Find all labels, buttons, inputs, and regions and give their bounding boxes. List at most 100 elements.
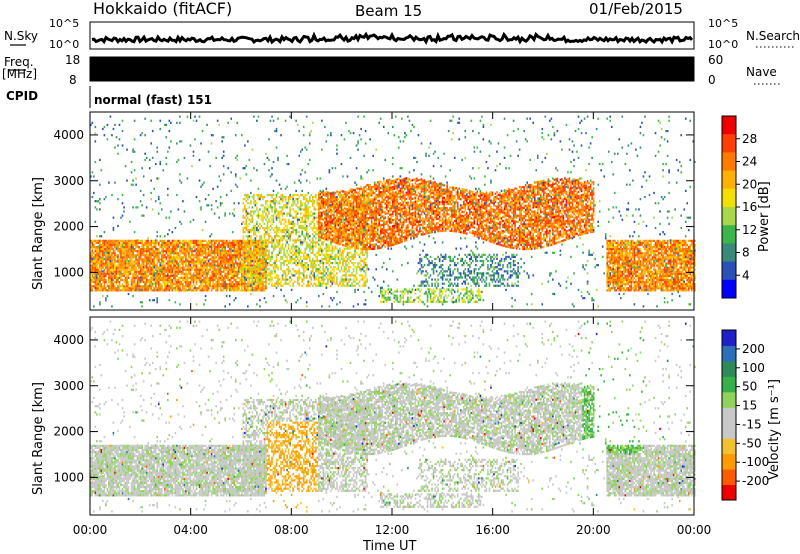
power-echo — [225, 266, 228, 269]
power-echo — [99, 202, 101, 205]
power-echo — [222, 136, 225, 139]
power-echo — [324, 270, 326, 273]
power-echo — [318, 268, 320, 271]
power-echo — [215, 270, 217, 273]
power-echo — [150, 239, 152, 242]
power-echo — [242, 280, 245, 283]
power-echo — [163, 254, 166, 257]
power-echo — [259, 239, 261, 242]
power-echo — [176, 272, 178, 275]
power-echo — [127, 270, 130, 273]
power-echo — [327, 209, 329, 213]
power-echo — [284, 272, 287, 275]
power-echo — [242, 245, 245, 249]
power-echo — [159, 239, 162, 242]
power-echo — [268, 272, 270, 275]
power-echo — [201, 278, 204, 282]
power-echo — [213, 287, 216, 290]
power-echo — [153, 239, 156, 242]
power-echo — [292, 239, 294, 242]
power-echo — [272, 294, 275, 298]
power-echo — [234, 255, 237, 258]
power-echo — [225, 283, 228, 286]
power-echo — [230, 171, 233, 174]
power-echo — [296, 237, 299, 240]
power-echo — [231, 274, 234, 278]
power-echo — [228, 278, 231, 282]
power-echo — [259, 264, 261, 267]
power-echo — [182, 287, 184, 290]
power-echo — [130, 285, 133, 288]
power-echo — [132, 254, 134, 257]
power-echo — [145, 156, 148, 159]
power-echo — [151, 245, 154, 249]
power-echo — [301, 233, 303, 236]
power-echo — [337, 219, 340, 223]
power-echo — [318, 235, 320, 238]
power-echo — [340, 212, 343, 215]
power-echo — [305, 206, 308, 209]
power-echo — [153, 187, 156, 190]
power-echo — [138, 285, 140, 288]
power-echo — [262, 249, 264, 252]
power-echo — [109, 115, 112, 118]
power-echo — [212, 287, 214, 290]
power-echo — [114, 262, 116, 265]
power-echo — [121, 119, 124, 122]
power-echo — [185, 272, 187, 275]
power-echo — [239, 270, 242, 273]
power-echo — [328, 210, 331, 213]
power-echo — [231, 239, 234, 242]
power-echo — [165, 248, 168, 251]
power-echo — [118, 287, 121, 290]
power-echo — [265, 301, 267, 304]
power-echo — [281, 198, 284, 201]
power-echo — [336, 303, 338, 306]
power-echo — [278, 251, 281, 254]
power-echo — [260, 248, 263, 251]
power-echo — [242, 274, 245, 278]
power-echo — [160, 272, 163, 275]
power-echo — [133, 239, 136, 242]
power-echo — [277, 202, 279, 205]
power-echo — [305, 193, 308, 197]
power-echo — [244, 206, 246, 209]
power-echo — [257, 264, 260, 267]
power-echo — [308, 249, 311, 252]
power-echo — [289, 195, 291, 199]
power-echo — [340, 194, 343, 197]
power-echo — [94, 264, 97, 267]
power-echo — [123, 274, 125, 278]
power-echo — [239, 260, 242, 263]
power-echo — [142, 193, 145, 197]
power-echo — [99, 289, 101, 292]
power-echo — [204, 268, 207, 271]
power-echo — [277, 282, 279, 285]
power-echo — [254, 226, 257, 230]
power-echo — [339, 247, 341, 250]
power-echo — [141, 252, 143, 255]
power-echo — [225, 252, 228, 255]
power-echo — [177, 262, 180, 265]
power-echo — [96, 208, 98, 211]
power-echo — [156, 281, 159, 284]
power-echo — [265, 285, 267, 288]
power-echo — [185, 276, 187, 280]
power-echo — [207, 252, 210, 255]
power-echo — [182, 278, 184, 282]
power-echo — [121, 250, 124, 253]
power-echo — [154, 272, 157, 275]
power-echo — [154, 282, 157, 285]
power-echo — [242, 228, 245, 232]
power-echo — [132, 274, 134, 278]
power-echo — [108, 289, 110, 292]
power-echo — [180, 256, 183, 259]
power-echo — [132, 250, 134, 253]
power-echo — [321, 259, 323, 263]
power-echo — [167, 262, 169, 265]
power-echo — [121, 248, 124, 251]
power-echo — [126, 289, 128, 292]
power-echo — [322, 189, 325, 192]
power-echo — [292, 226, 294, 230]
power-echo — [197, 266, 199, 269]
